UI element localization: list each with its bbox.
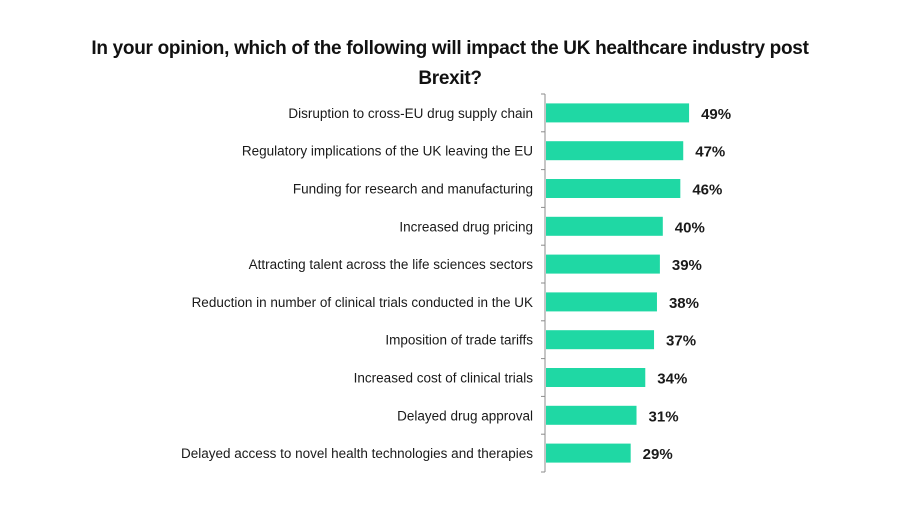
chart-title-line-2: Brexit? <box>418 68 482 89</box>
bar <box>546 443 631 463</box>
category-label: Funding for research and manufacturing <box>293 182 533 197</box>
category-label: Imposition of trade tariffs <box>385 333 533 348</box>
bar <box>546 368 646 387</box>
category-label: Regulatory implications of the UK leavin… <box>242 144 533 159</box>
bar <box>546 292 657 312</box>
data-label: 39% <box>672 257 702 274</box>
category-label: Attracting talent across the life scienc… <box>249 257 534 272</box>
bar <box>546 405 637 425</box>
bar <box>546 330 655 350</box>
bar <box>546 216 663 236</box>
data-label: 40% <box>675 219 705 236</box>
data-label: 34% <box>657 371 687 388</box>
category-label: Increased drug pricing <box>399 219 533 234</box>
data-label: 47% <box>695 144 725 161</box>
category-label: Increased cost of clinical trials <box>354 371 534 386</box>
category-label: Delayed drug approval <box>397 408 533 423</box>
data-label: 37% <box>666 333 696 350</box>
data-label: 31% <box>649 408 679 425</box>
data-label: 46% <box>692 182 722 199</box>
chart-title: In your opinion, which of the following … <box>0 34 900 94</box>
data-label: 29% <box>643 446 673 463</box>
category-label: Delayed access to novel health technolog… <box>181 446 533 461</box>
data-label: 49% <box>701 106 731 123</box>
data-label: 38% <box>669 295 699 312</box>
category-label: Disruption to cross-EU drug supply chain <box>288 106 533 121</box>
bar <box>546 179 681 198</box>
chart-title-line-1: In your opinion, which of the following … <box>91 38 809 59</box>
category-label: Reduction in number of clinical trials c… <box>192 295 533 310</box>
bar <box>546 141 684 161</box>
bar <box>546 103 690 123</box>
bar <box>546 254 660 274</box>
